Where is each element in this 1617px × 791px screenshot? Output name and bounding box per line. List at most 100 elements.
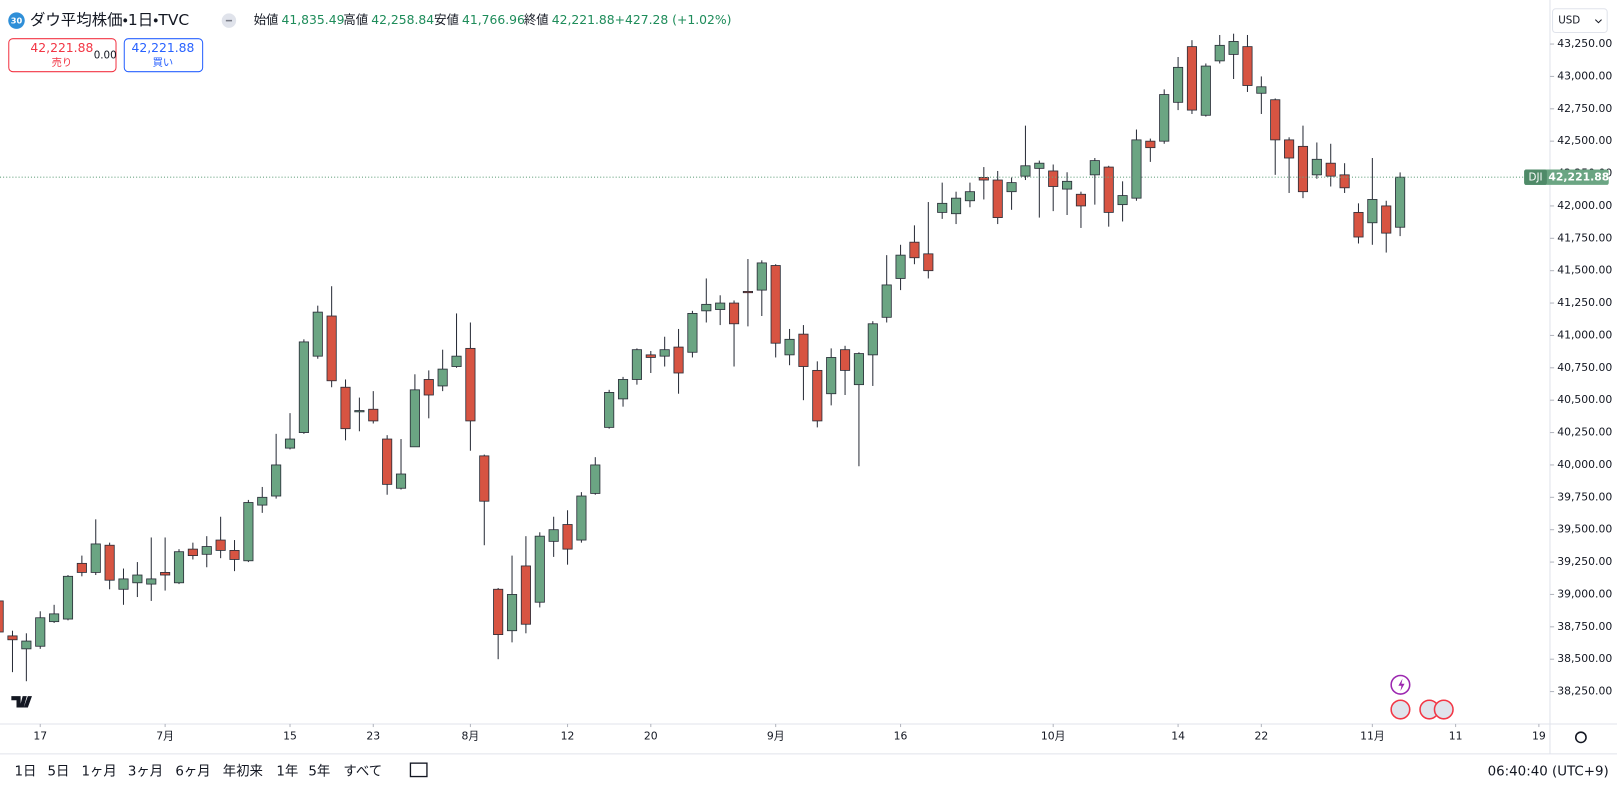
x-tick-label: 11 [1449, 729, 1463, 742]
range-button[interactable]: すべて [343, 763, 382, 779]
candle-body [1270, 99, 1281, 141]
x-tick-label: 12 [561, 729, 575, 742]
candle-body [354, 410, 365, 413]
buy-button[interactable] [123, 38, 204, 73]
range-button[interactable]: 5日 [47, 764, 69, 779]
tv-logo[interactable] [11, 696, 32, 708]
event-flag[interactable] [1390, 699, 1411, 720]
symbol-title[interactable]: ダウ平均株価・1日・TVC [30, 11, 189, 29]
change: +427.28 (+1.02%) [615, 13, 732, 27]
candle-body [1284, 139, 1295, 159]
clock: 06:40:40 (UTC+9) [1488, 764, 1609, 779]
candle-body [1228, 41, 1239, 55]
candle-body [853, 353, 864, 386]
price-tag-symbol-bg [1524, 169, 1547, 185]
candle-body [284, 438, 296, 449]
range-button[interactable]: 年初来 [223, 763, 263, 779]
x-tick-label: 16 [894, 729, 908, 742]
candle-body [590, 464, 601, 494]
candle-body [62, 575, 74, 620]
x-tick-label: 23 [366, 729, 380, 742]
y-tick-label: 42,000.00 [1557, 199, 1612, 212]
candle-body [382, 438, 393, 485]
y-tick-label: 43,000.00 [1557, 69, 1612, 82]
candle-body [187, 548, 198, 557]
candle-body [562, 524, 573, 550]
currency: USD [1558, 15, 1580, 27]
candle-body [160, 572, 171, 576]
candle-body [1339, 174, 1350, 189]
symbol-badge[interactable] [8, 12, 25, 29]
y-tick-label: 40,500.00 [1557, 393, 1612, 406]
candle-body [964, 191, 975, 202]
candle-body [409, 389, 420, 448]
candle-body [90, 543, 101, 573]
candle-body [1062, 180, 1073, 190]
candle-body [895, 254, 906, 279]
candle-body [465, 347, 476, 422]
candle-body [312, 311, 323, 357]
ohlc-value: 41,835.49 [282, 13, 345, 27]
range-button[interactable]: 1年 [276, 763, 298, 779]
candle-body [520, 565, 531, 625]
x-tick-label: 10月 [1041, 729, 1066, 742]
ohlc-label: 始値 [254, 12, 279, 27]
settings-icon[interactable] [1574, 731, 1587, 744]
candle-body [604, 392, 615, 428]
candle-body [631, 349, 642, 380]
candle-body [1353, 211, 1364, 238]
range-button[interactable]: 1ヶ月 [81, 764, 116, 779]
x-tick-label: 19 [1532, 729, 1546, 742]
currency-button[interactable] [1552, 8, 1608, 34]
candle-body [1006, 182, 1017, 193]
candle-body [978, 177, 989, 181]
plot-area [0, 33, 1550, 682]
candle-body [1048, 170, 1059, 187]
ohlc-label: 高値 [343, 12, 368, 27]
event-flag[interactable] [1433, 699, 1454, 720]
candle-body [951, 197, 962, 215]
candle-body [673, 346, 684, 374]
candle-body [368, 408, 379, 422]
candle-body [1103, 166, 1114, 213]
candle-body [479, 455, 490, 502]
y-tick-label: 39,500.00 [1557, 523, 1612, 536]
y-tick-label: 40,250.00 [1557, 426, 1612, 439]
candle-body [1381, 205, 1392, 234]
y-tick-label: 39,000.00 [1557, 587, 1612, 600]
candle-body [1297, 145, 1309, 193]
candle-body [701, 303, 712, 312]
candle-body [21, 640, 32, 650]
ohlc-label: 終値 [524, 12, 549, 27]
range-button[interactable]: 3ヶ月 [128, 764, 163, 779]
buy-price: 42,221.88 [131, 41, 194, 55]
candle-body [451, 355, 462, 367]
x-tick-label: 17 [33, 729, 47, 742]
candle-body [826, 357, 837, 395]
sell-button[interactable] [8, 38, 117, 73]
y-tick-label: 40,000.00 [1557, 458, 1612, 471]
sell-label: 売り [52, 56, 73, 69]
date-range-icon[interactable] [409, 762, 428, 778]
range-button[interactable]: 6ヶ月 [175, 764, 210, 779]
candle-body [215, 539, 226, 551]
ohlc-value: 42,258.84 [371, 13, 434, 27]
candle-body [104, 544, 115, 581]
candle-body [76, 562, 87, 573]
candle-body [271, 464, 282, 497]
currency-chevron [1594, 19, 1602, 24]
candle-body [659, 349, 670, 357]
candle-body [770, 265, 781, 344]
candle-body [1020, 165, 1031, 177]
candle-body [493, 588, 504, 636]
event-bolt [1398, 678, 1405, 691]
y-tick-label: 41,750.00 [1557, 231, 1612, 244]
candle-body [534, 535, 545, 603]
range-button[interactable]: 1日 [14, 764, 36, 779]
candle-body [617, 379, 629, 400]
range-button[interactable]: 5年 [308, 763, 330, 779]
